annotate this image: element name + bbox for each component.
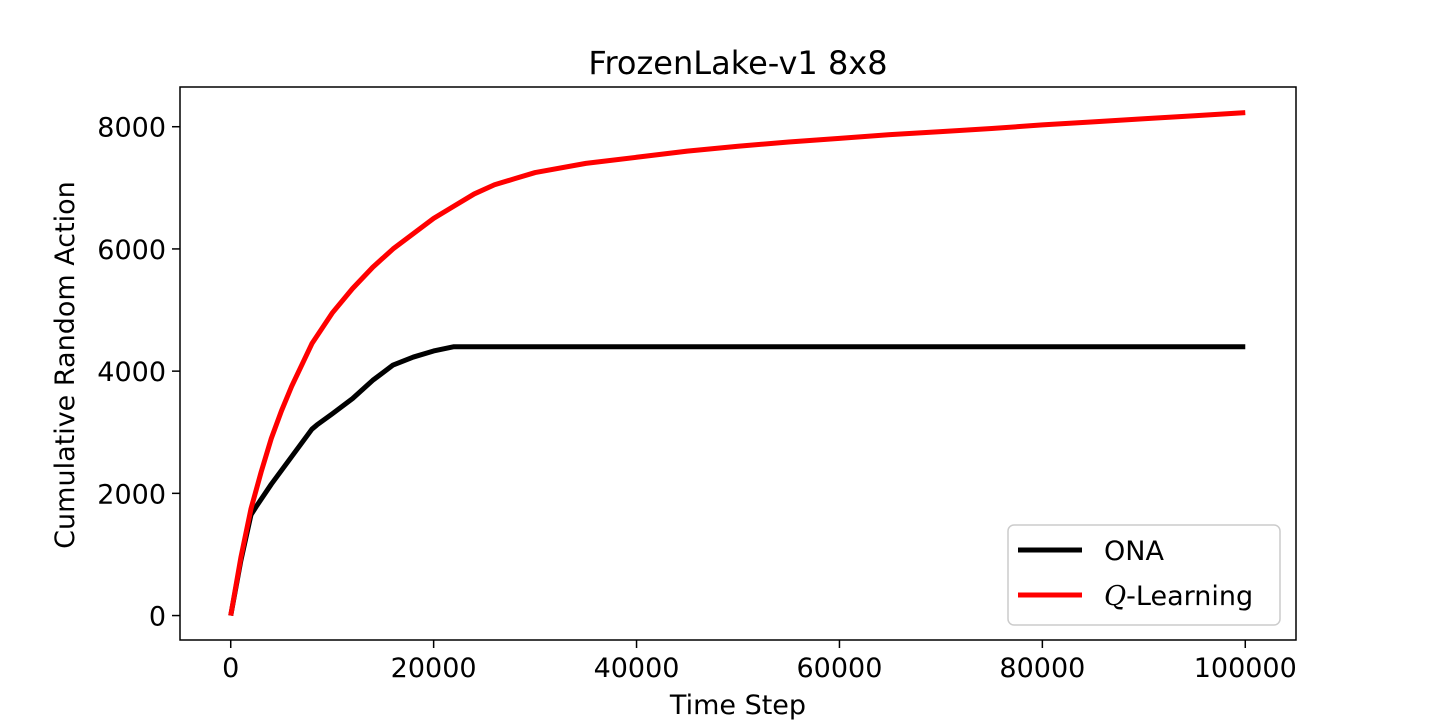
y-tick-label: 6000: [97, 235, 166, 266]
legend-items: ONA Q-Learning: [1018, 536, 1253, 612]
y-axis-ticks: 0 2000 4000 6000 8000: [97, 113, 180, 633]
x-tick-label: 40000: [594, 653, 680, 684]
y-tick-label: 8000: [97, 113, 166, 144]
series-line-ona: [228, 344, 1246, 617]
chart-title: FrozenLake-v1 8x8: [588, 44, 887, 82]
x-axis-ticks: 0 20000 40000 60000 80000 100000: [222, 640, 1297, 684]
legend-label: Q-Learning: [1104, 581, 1253, 612]
plot-frame: [179, 86, 1297, 641]
legend-label-italic-part: Q: [1104, 581, 1126, 612]
x-tick-label: 60000: [797, 653, 883, 684]
x-tick-label: 20000: [391, 653, 477, 684]
legend-label-text: -Learning: [1126, 581, 1253, 612]
x-tick-label: 0: [222, 653, 239, 684]
x-axis-title: Time Step: [669, 690, 806, 720]
legend: ONA Q-Learning: [1007, 524, 1281, 626]
y-tick-label: 0: [149, 602, 166, 633]
y-tick-label: 4000: [97, 357, 166, 388]
y-tick-label: 2000: [97, 479, 166, 510]
y-axis-title: Cumulative Random Action: [50, 181, 81, 549]
x-tick-label: 100000: [1194, 653, 1297, 684]
legend-label-text: ONA: [1104, 536, 1164, 567]
series-layer: [228, 110, 1246, 617]
legend-label: ONA: [1104, 536, 1164, 567]
series-line-q-learning: [228, 110, 1246, 616]
plot-area: 0 20000 40000 60000 80000 100000 0 2000 4000 600…: [97, 86, 1297, 684]
x-tick-label: 80000: [999, 653, 1085, 684]
